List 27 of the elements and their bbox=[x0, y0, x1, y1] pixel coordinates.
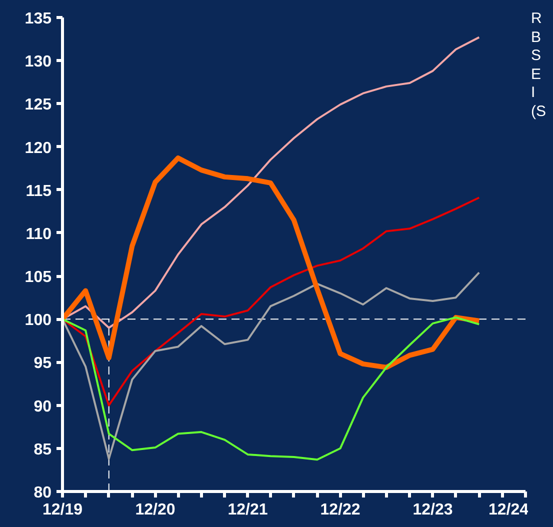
text: S bbox=[531, 47, 542, 64]
x-tick-label: 12/22 bbox=[320, 502, 360, 518]
x-tick-label: 12/19 bbox=[42, 502, 83, 518]
line-series bbox=[62, 316, 480, 461]
x-tick-label: 12/20 bbox=[135, 502, 176, 518]
y-tick-label: 85 bbox=[34, 441, 52, 458]
x-tick-label: 12/23 bbox=[412, 502, 453, 518]
y-tick-label: 120 bbox=[24, 140, 52, 157]
text: R bbox=[531, 10, 542, 27]
y-tick-label: 80 bbox=[34, 484, 52, 502]
text: E bbox=[531, 66, 542, 82]
line-series bbox=[62, 196, 480, 406]
text: B bbox=[531, 28, 542, 46]
y-tick-label: 115 bbox=[26, 182, 52, 200]
x-tick-label: 12/24 bbox=[488, 502, 529, 518]
y-tick-label: 130 bbox=[24, 54, 52, 71]
line-series bbox=[62, 272, 480, 460]
x-tick-label: 12/21 bbox=[228, 502, 268, 518]
y-tick-label: 125 bbox=[24, 96, 52, 114]
y-tick-label: 105 bbox=[24, 269, 52, 286]
text: (S bbox=[531, 102, 546, 120]
y-tick-label: 90 bbox=[34, 398, 52, 416]
text: I bbox=[531, 84, 536, 101]
y-tick-label: 95 bbox=[34, 355, 52, 372]
y-tick-label: 110 bbox=[26, 226, 52, 243]
y-tick-label: 135 bbox=[24, 10, 52, 28]
y-tick-label: 100 bbox=[24, 312, 52, 330]
